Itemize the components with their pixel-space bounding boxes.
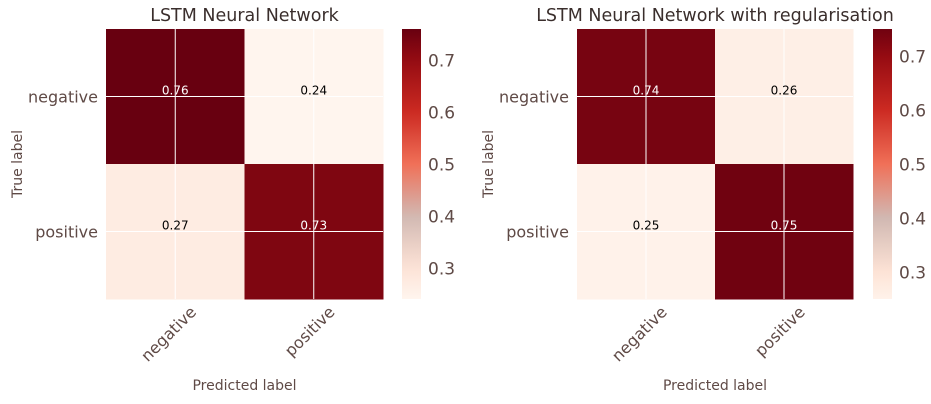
x-tick-label: negative: [608, 302, 671, 365]
colorbar-tick-label: 0.3: [899, 264, 926, 284]
cell-value-label: 0.76: [162, 84, 189, 98]
x-tick-label: positive: [751, 302, 809, 360]
colorbar-tick-label: 0.7: [899, 48, 926, 68]
y-tick-label: positive: [506, 223, 569, 242]
colorbar-tick-label: 0.6: [428, 104, 455, 124]
y-tick-label: negative: [28, 88, 98, 107]
cell-value-label: 0.26: [771, 84, 798, 98]
x-axis-label: Predicted label: [663, 378, 767, 394]
colorbar-tick-label: 0.4: [899, 210, 926, 230]
colorbar-tick-label: 0.5: [428, 156, 455, 176]
colorbar: [873, 29, 892, 299]
colorbar-tick-label: 0.6: [899, 102, 926, 122]
y-tick-label: positive: [35, 223, 98, 242]
confusion-matrix-panel-lstm-regularised: LSTM Neural Network with regularisation 0…: [481, 6, 926, 394]
cell-value-label: 0.24: [300, 84, 327, 98]
cell-value-label: 0.74: [633, 84, 660, 98]
y-axis-label: True label: [481, 130, 497, 199]
chart-title: LSTM Neural Network with regularisation: [536, 6, 894, 26]
colorbar-tick-label: 0.5: [899, 156, 926, 176]
y-tick-label: negative: [499, 88, 569, 107]
colorbar-tick-label: 0.7: [428, 52, 455, 72]
colorbar-tick-label: 0.3: [428, 259, 455, 279]
cell-value-label: 0.25: [633, 219, 660, 233]
confusion-matrix-panel-lstm: LSTM Neural Network 0.76 0.24 0.27 0.73 negat…: [10, 6, 455, 394]
x-tick-label: negative: [137, 302, 200, 365]
cell-value-label: 0.73: [300, 219, 327, 233]
cell-value-label: 0.27: [162, 219, 189, 233]
x-tick-label: positive: [281, 302, 339, 360]
y-axis-label: True label: [10, 130, 26, 199]
x-axis-label: Predicted label: [192, 378, 296, 394]
cell-value-label: 0.75: [771, 219, 798, 233]
colorbar-tick-label: 0.4: [428, 207, 455, 227]
colorbar: [402, 29, 421, 299]
chart-title: LSTM Neural Network: [150, 6, 339, 26]
